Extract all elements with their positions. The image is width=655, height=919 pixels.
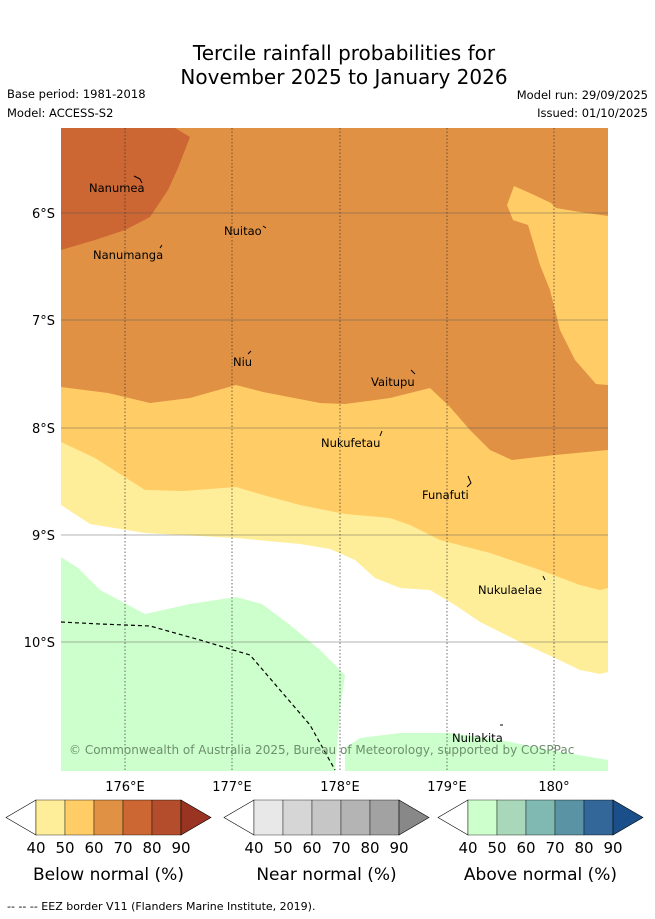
label-nanumea: Nanumea: [89, 181, 145, 195]
label-nukufetau: Nukufetau: [321, 436, 380, 450]
colorbar-tick-label: 80: [360, 839, 379, 857]
colorbar-tick-label: 90: [389, 839, 408, 857]
colorbar-swatch: [93, 799, 124, 836]
colorbar-tick-label: 70: [331, 839, 350, 857]
island-nuitao-shape: [262, 225, 267, 229]
zone-below-70-80: [61, 128, 190, 250]
model-run: Model run: 29/09/2025: [516, 88, 648, 102]
lon-label: 178°E: [320, 780, 360, 795]
island-vaitupu-shape: [410, 369, 416, 375]
lat-label: 6°S: [32, 207, 55, 222]
colorbar-extension-low: [5, 799, 37, 836]
lon-label: 179°E: [427, 780, 467, 795]
colorbar-title: Below normal (%): [33, 865, 184, 885]
colorbar-swatch: [151, 799, 182, 836]
colorbar-tick-label: 40: [458, 839, 477, 857]
label-vaitupu: Vaitupu: [371, 375, 415, 389]
island-nanumanga-shape: [159, 244, 163, 249]
colorbar-swatch: [467, 799, 498, 836]
lon-label: 176°E: [105, 780, 145, 795]
colorbar-tick-label: 50: [487, 839, 506, 857]
zone-below-50-60-east: [507, 186, 608, 385]
label-nuitao: Nuitao: [224, 224, 262, 238]
colorbar-swatch: [282, 799, 313, 836]
lat-label: 9°S: [32, 529, 55, 544]
lat-label: 8°S: [32, 422, 55, 437]
label-funafuti: Funafuti: [422, 488, 469, 502]
colorbar-tick-label: 40: [244, 839, 263, 857]
colorbar-tick-label: 90: [171, 839, 190, 857]
colorbar-title: Near normal (%): [256, 865, 396, 885]
label-nanumanga: Nanumanga: [93, 248, 163, 262]
eez-footnote: -- -- -- EEZ border V11 (Flanders Marine…: [7, 900, 316, 913]
colorbar-swatch: [583, 799, 614, 836]
colorbar-tick-label: 90: [603, 839, 622, 857]
zone-above-40-50-south: [345, 733, 608, 771]
colorbar-extension-low: [223, 799, 255, 836]
colorbar-tick-label: 40: [26, 839, 45, 857]
colorbar-extension-high: [612, 799, 644, 836]
colorbar-swatch: [496, 799, 527, 836]
colorbar-swatch: [253, 799, 284, 836]
colorbar-tick-label: 70: [545, 839, 564, 857]
colorbar-swatch: [340, 799, 371, 836]
lat-label: 7°S: [32, 314, 55, 329]
colorbar-tick-label: 60: [84, 839, 103, 857]
lon-label: 177°E: [212, 780, 252, 795]
colorbar-tick-label: 60: [302, 839, 321, 857]
zone-above-40-50-west: [61, 557, 345, 771]
colorbar-extension-low: [437, 799, 469, 836]
colorbar-swatch: [35, 799, 66, 836]
colorbar-title: Above normal (%): [464, 865, 617, 885]
colorbar-extension-high: [180, 799, 212, 836]
colorbar-tick-label: 50: [55, 839, 74, 857]
island-nukufetau-shape: [379, 430, 383, 437]
island-niu-shape: [247, 350, 252, 355]
colorbar-swatch: [122, 799, 153, 836]
rainfall-map: Nanumea Nuitao Nanumanga Niu Vaitupu Nuk…: [5, 128, 644, 885]
island-nukulaelae-shape: [542, 575, 546, 581]
colorbar-tick-label: 60: [516, 839, 535, 857]
colorbar-swatch: [369, 799, 400, 836]
issued-date: Issued: 01/10/2025: [537, 106, 648, 120]
colorbar-tick-label: 80: [574, 839, 593, 857]
map-title-line1: Tercile rainfall probabilities for: [192, 41, 496, 65]
colorbar-legends: 40 50 60 70 80 90 Below normal (%) 40 50 60 70 80 90…: [5, 799, 644, 885]
colorbar-swatch: [64, 799, 95, 836]
colorbar-tick-label: 70: [113, 839, 132, 857]
colorbar-swatch: [554, 799, 585, 836]
label-niu: Niu: [233, 355, 252, 369]
label-nuilakita: Nuilakita: [452, 731, 503, 745]
model-name: Model: ACCESS-S2: [7, 106, 114, 120]
island-funafuti-shape: [466, 475, 472, 488]
lon-label: 180°: [538, 780, 569, 795]
base-period: Base period: 1981-2018: [7, 87, 146, 101]
lat-label: 10°S: [24, 636, 55, 651]
colorbar-swatch: [311, 799, 342, 836]
colorbar-swatch: [525, 799, 556, 836]
island-nanumea-shape: [133, 175, 143, 184]
colorbar-tick-label: 80: [142, 839, 161, 857]
label-nukulaelae: Nukulaelae: [478, 583, 542, 597]
colorbar-tick-label: 50: [273, 839, 292, 857]
colorbar-extension-high: [398, 799, 430, 836]
map-title-line2: November 2025 to January 2026: [180, 65, 508, 89]
copyright-notice: © Commonwealth of Australia 2025, Bureau…: [69, 743, 574, 757]
